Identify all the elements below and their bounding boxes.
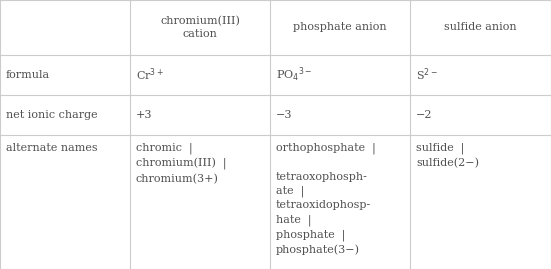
Text: net ionic charge: net ionic charge: [6, 110, 98, 120]
Text: sulfide  |
sulfide(2−): sulfide | sulfide(2−): [416, 143, 479, 169]
Text: sulfide anion: sulfide anion: [444, 23, 517, 33]
Text: +3: +3: [136, 110, 153, 120]
Text: phosphate anion: phosphate anion: [293, 23, 387, 33]
Text: S$^{2-}$: S$^{2-}$: [416, 67, 438, 83]
Text: chromic  |
chromium(III)  |
chromium(3+): chromic | chromium(III) | chromium(3+): [136, 143, 226, 185]
Text: −3: −3: [276, 110, 293, 120]
Text: orthophosphate  |

tetraoxophosph-
ate  |
tetraoxidophosp-
hate  |
phosphate  |
: orthophosphate | tetraoxophosph- ate | t…: [276, 143, 376, 255]
Text: formula: formula: [6, 70, 50, 80]
Text: alternate names: alternate names: [6, 143, 98, 153]
Text: PO$_4$$^{3-}$: PO$_4$$^{3-}$: [276, 66, 312, 84]
Text: chromium(III)
cation: chromium(III) cation: [160, 16, 240, 40]
Text: −2: −2: [416, 110, 433, 120]
Text: Cr$^{3+}$: Cr$^{3+}$: [136, 67, 164, 83]
